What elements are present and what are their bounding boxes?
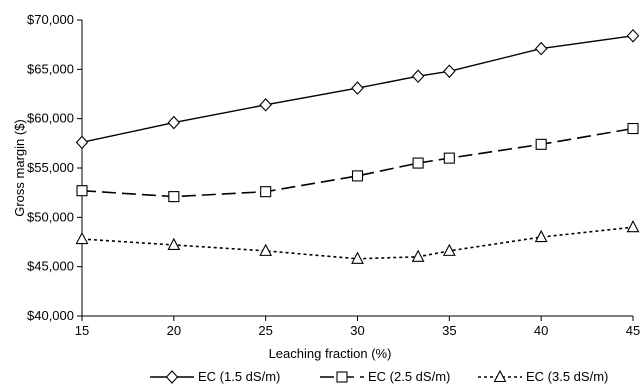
series-1	[75, 28, 640, 150]
legend-label: EC (1.5 dS/m)	[198, 369, 280, 384]
data-point	[167, 115, 181, 130]
x-tick-label: 25	[258, 323, 272, 338]
legend-item-3: EC (3.5 dS/m)	[478, 369, 608, 384]
data-point	[260, 186, 272, 198]
x-axis-label: Leaching fraction (%)	[269, 346, 392, 361]
y-tick-label: $55,000	[27, 160, 74, 175]
legend-item-1: EC (1.5 dS/m)	[150, 369, 280, 384]
data-point	[351, 170, 364, 182]
series-layer	[75, 28, 640, 264]
x-tick-label: 15	[75, 323, 89, 338]
data-point	[167, 237, 181, 251]
y-axis-label: Gross margin ($)	[12, 119, 27, 217]
data-point	[259, 98, 272, 112]
data-point	[75, 231, 89, 245]
y-tick-label: $70,000	[27, 12, 74, 27]
data-point	[627, 122, 639, 135]
data-point	[626, 220, 640, 233]
y-tick-label: $45,000	[27, 259, 74, 274]
legend-label: EC (3.5 dS/m)	[526, 369, 608, 384]
data-point	[351, 251, 364, 264]
x-tick-label: 20	[167, 323, 181, 338]
data-point	[443, 64, 456, 79]
series-2	[76, 122, 639, 203]
x-tick-label: 35	[442, 323, 456, 338]
x-tick-label: 30	[350, 323, 364, 338]
data-point	[411, 249, 425, 262]
y-tick-label: $65,000	[27, 61, 74, 76]
legend-item-2: EC (2.5 dS/m)	[320, 369, 450, 384]
y-tick-label: $60,000	[27, 111, 74, 126]
legend-marker	[493, 369, 507, 383]
data-point	[534, 41, 548, 56]
axes: $40,000 $45,000 $50,000 $55,000 $60,000 $65,0…	[27, 12, 640, 338]
data-point	[259, 243, 273, 256]
series-3	[75, 220, 640, 264]
data-point	[535, 138, 547, 150]
y-tick-label: $40,000	[27, 308, 74, 323]
series-line	[81, 35, 634, 144]
data-point	[626, 28, 640, 43]
legend-marker	[336, 371, 348, 383]
x-tick-label: 40	[534, 323, 548, 338]
legend-label: EC (2.5 dS/m)	[368, 369, 450, 384]
data-point	[534, 229, 548, 243]
data-point	[443, 152, 455, 164]
legend-marker	[165, 370, 179, 384]
series-line	[81, 226, 634, 260]
x-tick-label: 45	[626, 323, 640, 338]
data-point	[75, 135, 89, 150]
legend: EC (1.5 dS/m) EC (2.5 dS/m) EC (3.5 dS/m)	[150, 369, 608, 384]
data-point	[412, 157, 424, 169]
data-point	[411, 69, 425, 84]
data-point	[351, 81, 364, 95]
series-line	[81, 127, 634, 198]
data-point	[168, 191, 180, 203]
data-point	[76, 185, 88, 197]
data-point	[442, 243, 456, 256]
y-tick-label: $50,000	[27, 209, 74, 224]
